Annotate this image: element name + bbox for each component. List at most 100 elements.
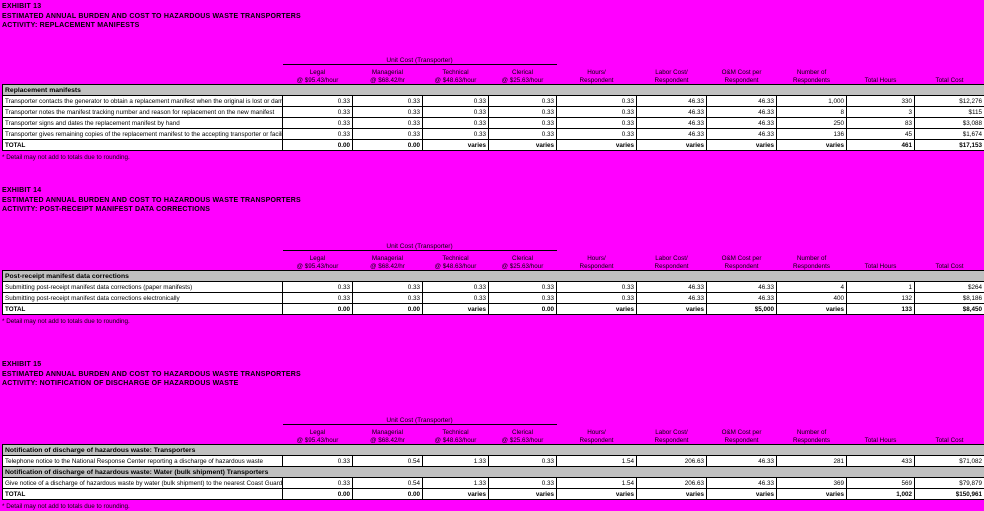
column-header: Technical@ $48.63/hour [423, 251, 489, 271]
cell-value: 0.33 [423, 107, 489, 118]
column-header: Technical@ $48.63/hour [423, 65, 489, 85]
cell-value: 0.33 [489, 478, 557, 489]
cell-value: 0.33 [283, 129, 353, 140]
cell-value: 0.33 [423, 129, 489, 140]
column-header: Labor Cost/Respondent [637, 425, 707, 445]
cell-value: 8 [777, 107, 847, 118]
cell-value: 3 [847, 107, 915, 118]
exhibit-section-13: EXHIBIT 13 ESTIMATED ANNUAL BURDEN AND C… [2, 2, 984, 162]
cell-value: 136 [777, 129, 847, 140]
section-row-label: Post-receipt manifest data corrections [3, 271, 984, 282]
column-header: Total Hours [847, 251, 915, 271]
cell-value: 0.33 [557, 118, 637, 129]
post-receipt-corrections-table: Unit Cost (Transporter)Legal@ $95.43/hou… [2, 241, 984, 316]
cell-value: 0.00 [283, 489, 353, 500]
activity-label: Transporter contacts the generator to ob… [3, 96, 283, 107]
cell-value: 0.00 [353, 140, 423, 151]
cell-value: $1,674 [915, 129, 984, 140]
cell-value: 46.33 [637, 107, 707, 118]
cell-value: varies [707, 140, 777, 151]
exhibit-label: EXHIBIT 14 [2, 186, 984, 196]
cell-value: 0.33 [557, 107, 637, 118]
cell-value: 1.54 [557, 456, 637, 467]
cell-value: 0.33 [283, 96, 353, 107]
column-header: Clerical@ $25.63/hour [489, 251, 557, 271]
discharge-notification-table: Unit Cost (Transporter)Legal@ $95.43/hou… [2, 415, 984, 501]
column-header: Legal@ $95.43/hour [283, 425, 353, 445]
cell-value: varies [777, 304, 847, 315]
cell-value: 0.33 [283, 118, 353, 129]
cell-value: varies [557, 140, 637, 151]
exhibit-title-line-2: ACTIVITY: REPLACEMENT MANIFESTS [2, 21, 984, 31]
cell-value: 0.33 [353, 129, 423, 140]
cell-value: 46.33 [637, 118, 707, 129]
cell-value: varies [489, 489, 557, 500]
cell-value: varies [557, 489, 637, 500]
cell-value: 281 [777, 456, 847, 467]
cell-value: $12,276 [915, 96, 984, 107]
cell-value: $8,186 [915, 293, 984, 304]
cell-value: 46.33 [637, 129, 707, 140]
cell-value: 45 [847, 129, 915, 140]
cell-value: 0.33 [353, 96, 423, 107]
cell-value: varies [637, 489, 707, 500]
cell-value: 433 [847, 456, 915, 467]
table-footnote: * Detail may not add to totals due to ro… [2, 318, 984, 326]
column-header: Technical@ $48.63/hour [423, 425, 489, 445]
column-header: Managerial@ $68.42/hr [353, 425, 423, 445]
exhibit-title-line-2: ACTIVITY: NOTIFICATION OF DISCHARGE OF H… [2, 379, 984, 389]
cell-value: varies [423, 304, 489, 315]
cell-value: 0.33 [557, 129, 637, 140]
cell-value: 46.33 [707, 293, 777, 304]
column-header: Labor Cost/Respondent [637, 251, 707, 271]
cell-value: 400 [777, 293, 847, 304]
cell-value: 0.33 [423, 282, 489, 293]
column-header: Legal@ $95.43/hour [283, 251, 353, 271]
column-header: Total Cost [915, 251, 984, 271]
exhibit-title-line-2: ACTIVITY: POST-RECEIPT MANIFEST DATA COR… [2, 205, 984, 215]
cell-value: 1,002 [847, 489, 915, 500]
section-row-label: Replacement manifests [3, 85, 984, 96]
exhibit-section-14: EXHIBIT 14 ESTIMATED ANNUAL BURDEN AND C… [2, 186, 984, 326]
cell-value: 0.33 [353, 118, 423, 129]
total-row-label: TOTAL [3, 489, 283, 500]
cell-value: 0.33 [353, 107, 423, 118]
activity-label: Give notice of a discharge of hazardous … [3, 478, 283, 489]
column-header: Managerial@ $68.42/hr [353, 251, 423, 271]
activity-label: Telephone notice to the National Respons… [3, 456, 283, 467]
cell-value: varies [777, 489, 847, 500]
cell-value: 0.33 [353, 293, 423, 304]
activity-label: Submitting post-receipt manifest data co… [3, 293, 283, 304]
exhibit-title-line-1: ESTIMATED ANNUAL BURDEN AND COST TO HAZA… [2, 370, 984, 380]
cell-value: 0.33 [489, 129, 557, 140]
cell-value: 1.33 [423, 456, 489, 467]
cell-value: 0.00 [353, 489, 423, 500]
replacement-manifests-table: Unit Cost (Transporter)Legal@ $95.43/hou… [2, 55, 984, 152]
cell-value: varies [423, 489, 489, 500]
total-row-label: TOTAL [3, 304, 283, 315]
cell-value: 0.00 [283, 140, 353, 151]
cell-value: 0.54 [353, 478, 423, 489]
cell-value: 0.54 [353, 456, 423, 467]
cell-value: 461 [847, 140, 915, 151]
cell-value: $79,879 [915, 478, 984, 489]
cell-value: 132 [847, 293, 915, 304]
cell-value: varies [423, 140, 489, 151]
cell-value: 0.00 [353, 304, 423, 315]
cell-value: $264 [915, 282, 984, 293]
cell-value: $5,000 [707, 304, 777, 315]
cell-value: 0.33 [489, 107, 557, 118]
cell-value: 46.33 [707, 107, 777, 118]
cell-value: 0.33 [283, 456, 353, 467]
total-row-label: TOTAL [3, 140, 283, 151]
cell-value: $17,153 [915, 140, 984, 151]
cell-value: 569 [847, 478, 915, 489]
cell-value: $115 [915, 107, 984, 118]
column-group-header: Unit Cost (Transporter) [283, 55, 557, 65]
activity-label: Transporter notes the manifest tracking … [3, 107, 283, 118]
cell-value: 0.33 [489, 456, 557, 467]
